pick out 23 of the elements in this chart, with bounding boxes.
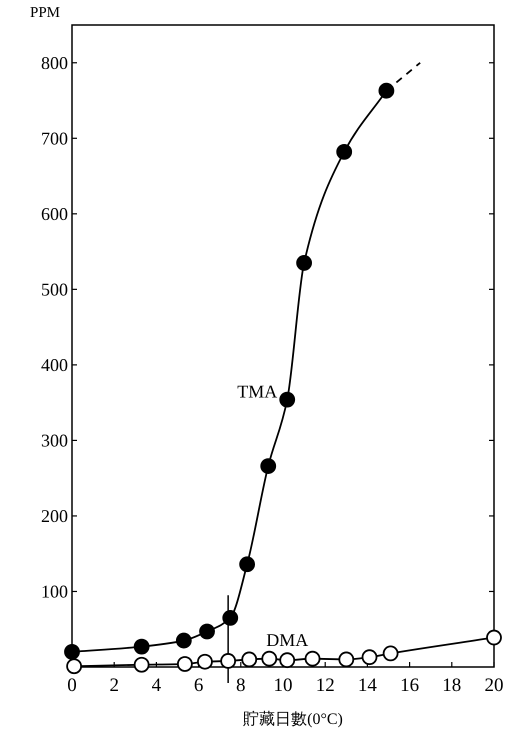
x-tick-label: 0	[67, 675, 77, 696]
x-tick-label: 18	[442, 675, 462, 696]
y-tick-label: 200	[41, 506, 68, 526]
series-label: TMA	[237, 382, 278, 402]
y-tick-label: 600	[41, 204, 68, 224]
y-axis-title: PPM	[30, 5, 60, 21]
x-tick-label: 8	[236, 675, 246, 696]
y-tick-label: 100	[41, 581, 68, 602]
x-tick-label: 2	[109, 675, 119, 696]
y-tick-label: 400	[41, 354, 68, 375]
x-tick-label: 12	[316, 675, 335, 696]
y-tick-label: 800	[41, 52, 68, 73]
x-tick-label: 4	[152, 675, 162, 696]
x-tick-label: 16	[400, 675, 420, 696]
x-tick-label: 14	[358, 675, 378, 696]
x-tick-label: 20	[484, 675, 504, 696]
series-label: DMA	[266, 630, 308, 650]
y-tick-label: 300	[41, 430, 68, 450]
x-tick-label: 10	[274, 675, 292, 696]
x-axis-title: 貯藏日數(0°C)	[243, 710, 343, 728]
y-tick-label: 700	[41, 128, 68, 148]
y-tick-label: 500	[41, 279, 68, 300]
x-tick-label: 6	[194, 675, 204, 696]
